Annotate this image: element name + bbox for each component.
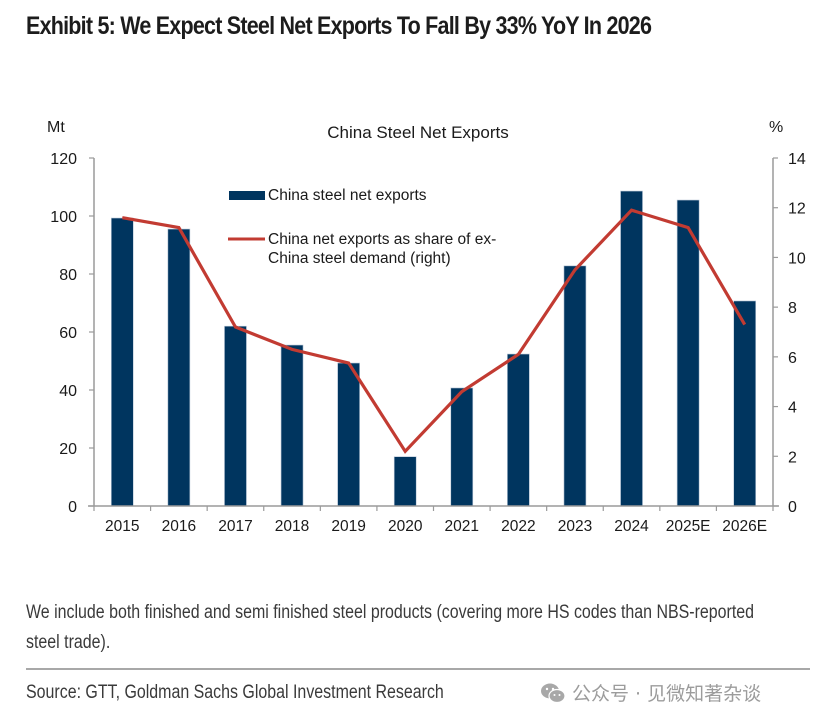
bar-2016 bbox=[167, 228, 191, 507]
bar-2025E bbox=[676, 199, 700, 507]
left-tick-label: 40 bbox=[59, 383, 77, 400]
right-tick-label: 10 bbox=[788, 250, 806, 267]
divider bbox=[26, 668, 810, 670]
left-tick-label: 120 bbox=[50, 151, 77, 168]
bar-2026E bbox=[733, 300, 757, 507]
left-axis-label: Mt bbox=[47, 119, 65, 136]
legend-label-line-1: China net exports as share of ex- bbox=[268, 231, 496, 248]
left-tick-label: 80 bbox=[59, 267, 77, 284]
bar-2024 bbox=[620, 190, 643, 507]
legend-swatch-bar bbox=[229, 191, 265, 200]
exhibit-title: Exhibit 5: We Expect Steel Net Exports T… bbox=[26, 12, 652, 40]
left-tick-label: 100 bbox=[50, 209, 77, 226]
x-tick-label: 2026E bbox=[722, 518, 767, 535]
x-tick-label: 2020 bbox=[388, 518, 423, 535]
watermark: 公众号 · 见微知著杂谈 bbox=[540, 679, 761, 706]
bar-2023 bbox=[563, 265, 587, 507]
bar-2017 bbox=[224, 325, 247, 507]
x-tick-label: 2021 bbox=[445, 518, 479, 535]
left-tick-label: 20 bbox=[59, 441, 77, 458]
right-tick-label: 0 bbox=[788, 499, 797, 516]
x-tick-label: 2022 bbox=[501, 518, 535, 535]
bar-2015 bbox=[110, 217, 134, 507]
x-tick-label: 2015 bbox=[105, 518, 139, 535]
footnote: We include both finished and semi finish… bbox=[26, 602, 755, 653]
bar-2018 bbox=[280, 344, 304, 507]
bar-2020 bbox=[393, 456, 417, 507]
wechat-icon bbox=[541, 683, 566, 703]
right-tick-label: 6 bbox=[788, 350, 797, 367]
left-tick-label: 60 bbox=[59, 325, 77, 342]
chart: China Steel Net Exports Mt % 02040608010… bbox=[47, 119, 806, 535]
bar-2019 bbox=[337, 362, 360, 507]
x-tick-label: 2017 bbox=[218, 518, 252, 535]
x-tick-label: 2016 bbox=[162, 518, 196, 535]
x-tick-label: 2024 bbox=[614, 518, 649, 535]
chart-title: China Steel Net Exports bbox=[327, 123, 508, 142]
right-tick-label: 2 bbox=[788, 449, 797, 466]
bar-2022 bbox=[507, 353, 530, 507]
legend-label-line-2: China steel demand (right) bbox=[268, 250, 451, 267]
line-share-ex-china-demand bbox=[122, 208, 747, 454]
legend-label-bar: China steel net exports bbox=[268, 187, 427, 204]
x-tick-label: 2023 bbox=[558, 518, 592, 535]
right-axis-label: % bbox=[769, 119, 783, 136]
right-tick-label: 12 bbox=[788, 201, 806, 218]
right-tick-label: 8 bbox=[788, 300, 797, 317]
x-tick-label: 2018 bbox=[275, 518, 309, 535]
right-tick-label: 14 bbox=[788, 151, 806, 168]
legend: China steel net exports China net export… bbox=[228, 187, 496, 267]
source-text: Source: GTT, Goldman Sachs Global Invest… bbox=[26, 682, 444, 703]
x-tick-label: 2019 bbox=[331, 518, 365, 535]
watermark-text: 公众号 · 见微知著杂谈 bbox=[572, 683, 762, 705]
bar-2021 bbox=[450, 387, 474, 507]
x-tick-label: 2025E bbox=[666, 518, 711, 535]
left-tick-label: 0 bbox=[68, 499, 77, 516]
right-tick-label: 4 bbox=[788, 400, 797, 417]
